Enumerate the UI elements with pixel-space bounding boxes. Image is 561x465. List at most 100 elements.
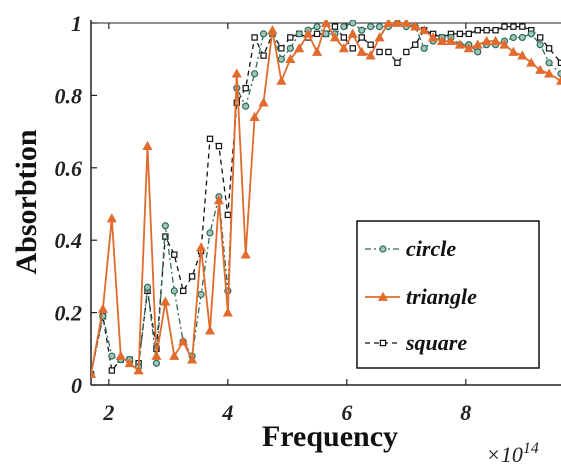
series-triangle [91, 20, 561, 378]
data-point-triangle [445, 35, 456, 45]
data-point-triangle [178, 336, 189, 346]
data-point-triangle [555, 75, 561, 85]
data-point-square [492, 27, 499, 34]
data-point-circle [536, 41, 544, 49]
data-point-square [412, 41, 419, 48]
data-point-triangle [267, 25, 278, 35]
legend: circle triangle square [356, 220, 540, 369]
data-point-triangle [374, 32, 385, 42]
data-point-triangle [106, 213, 117, 223]
legend-marker-square [379, 339, 387, 347]
data-point-triangle [419, 25, 430, 35]
data-point-triangle [338, 43, 349, 53]
data-point-triangle [258, 97, 269, 107]
data-point-circle [358, 26, 366, 34]
data-point-square [206, 135, 214, 143]
data-point-triangle [383, 20, 394, 27]
data-point-circle [277, 55, 285, 63]
data-point-square [510, 23, 517, 30]
x-tick-label: 6 [341, 400, 352, 425]
y-axis-title: Absorbtion [10, 129, 43, 274]
data-point-triangle [436, 35, 448, 45]
data-point-triangle [428, 32, 439, 42]
data-point-circle [313, 23, 321, 31]
legend-marker-triangle [377, 291, 389, 301]
data-point-square [180, 287, 187, 295]
data-point-square [188, 273, 196, 280]
data-point-circle [251, 70, 259, 78]
legend-label-square: square [405, 330, 467, 355]
data-point-square [242, 84, 249, 92]
y-tick-label: 0.6 [55, 156, 83, 181]
data-point-triangle [472, 39, 483, 49]
data-point-triangle [401, 20, 412, 27]
data-point-square [456, 30, 464, 38]
series-line-circle [91, 22, 561, 375]
data-point-circle [242, 102, 250, 110]
data-point-square [349, 45, 356, 52]
data-point-square [224, 211, 232, 219]
x-axis-title: Frequency [262, 420, 398, 453]
data-point-square [557, 59, 561, 67]
data-point-circle [340, 23, 348, 31]
data-point-triangle [196, 242, 207, 252]
legend-marker-triangle [377, 291, 389, 301]
legend-marker-square [379, 339, 387, 347]
data-point-triangle [285, 53, 296, 64]
data-point-triangle [508, 46, 519, 56]
data-point-circle [349, 20, 357, 27]
data-point-circle [152, 359, 161, 367]
data-point-circle [197, 290, 205, 299]
data-point-triangle [392, 20, 403, 27]
data-point-triangle [365, 50, 376, 60]
data-point-square [385, 48, 392, 56]
data-point-triangle [249, 111, 260, 121]
data-point-square [465, 30, 472, 38]
data-point-triangle [517, 50, 528, 60]
data-point-circle [108, 352, 116, 360]
data-point-square [340, 34, 348, 41]
data-point-triangle [347, 28, 358, 38]
data-point-circle [367, 23, 375, 31]
data-point-square [483, 27, 490, 34]
data-point-triangle [231, 68, 242, 78]
data-point-circle [474, 48, 482, 56]
data-point-triangle [204, 325, 216, 335]
data-point-square [376, 48, 383, 56]
x-multiplier-exponent: 14 [523, 440, 539, 457]
data-point-triangle [329, 32, 340, 42]
data-point-triangle [303, 28, 314, 38]
data-point-triangle [544, 68, 555, 78]
data-point-triangle [463, 43, 474, 53]
legend-marker-circle [379, 245, 387, 253]
data-point-circle [295, 30, 303, 38]
y-tick-label: 0.8 [55, 83, 83, 108]
data-point-triangle [535, 64, 546, 74]
x-tick-label: 2 [102, 400, 114, 425]
data-point-square [331, 23, 339, 30]
data-point-square [536, 34, 544, 41]
data-point-circle [143, 283, 152, 291]
data-point-triangle [151, 350, 162, 360]
data-point-square [215, 142, 223, 150]
data-point-triangle [187, 354, 198, 364]
data-point-square [519, 23, 526, 30]
y-tick-label: 0 [71, 373, 82, 398]
data-point-circle [545, 59, 553, 67]
y-tick-label: 1 [71, 11, 82, 36]
data-point-circle [259, 30, 268, 38]
data-point-circle [286, 44, 294, 52]
data-point-triangle [222, 307, 233, 317]
data-point-circle [161, 222, 169, 230]
y-tick-label: 0.4 [55, 228, 83, 253]
data-point-triangle [320, 20, 332, 27]
data-point-square [108, 367, 116, 374]
data-point-triangle [312, 46, 323, 56]
data-point-circle [557, 70, 561, 78]
data-point-triangle [240, 249, 251, 259]
data-point-triangle [490, 35, 501, 45]
data-point-circle [518, 33, 526, 42]
data-point-triangle [142, 140, 153, 150]
tick-layer: 2 4 6 8 0 0.2 0.4 0.6 0.8 1 [55, 11, 472, 425]
